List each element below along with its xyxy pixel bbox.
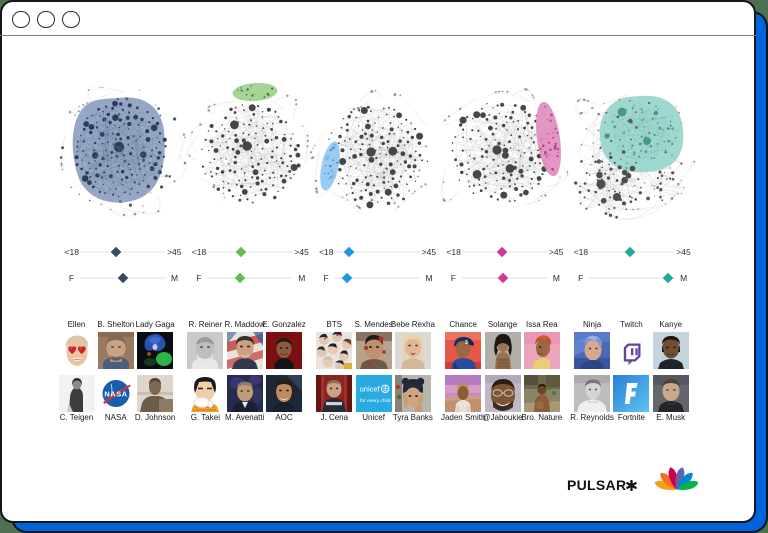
svg-text:NASA: NASA	[104, 390, 127, 399]
svg-text:unicef: unicef	[359, 385, 380, 394]
svg-text:>45: >45	[676, 247, 691, 257]
svg-text:for every child: for every child	[360, 398, 391, 404]
svg-text:F: F	[323, 273, 328, 283]
svg-text:<18: <18	[65, 247, 80, 257]
svg-text:<18: <18	[574, 247, 589, 257]
svg-text:F: F	[69, 273, 74, 283]
svg-text:M: M	[426, 273, 433, 283]
svg-text:<18: <18	[446, 247, 461, 257]
svg-text:>45: >45	[167, 247, 182, 257]
svg-text:M: M	[553, 273, 560, 283]
svg-text:F: F	[578, 273, 583, 283]
svg-text:>45: >45	[549, 247, 564, 257]
svg-text:>45: >45	[294, 247, 309, 257]
svg-text:M: M	[298, 273, 305, 283]
svg-text:3: 3	[465, 340, 468, 346]
svg-text:<18: <18	[319, 247, 334, 257]
svg-text:<18: <18	[192, 247, 207, 257]
svg-text:M: M	[171, 273, 178, 283]
svg-text:M: M	[680, 273, 687, 283]
svg-text:F: F	[196, 273, 201, 283]
svg-text:>45: >45	[422, 247, 437, 257]
svg-text:F: F	[451, 273, 456, 283]
